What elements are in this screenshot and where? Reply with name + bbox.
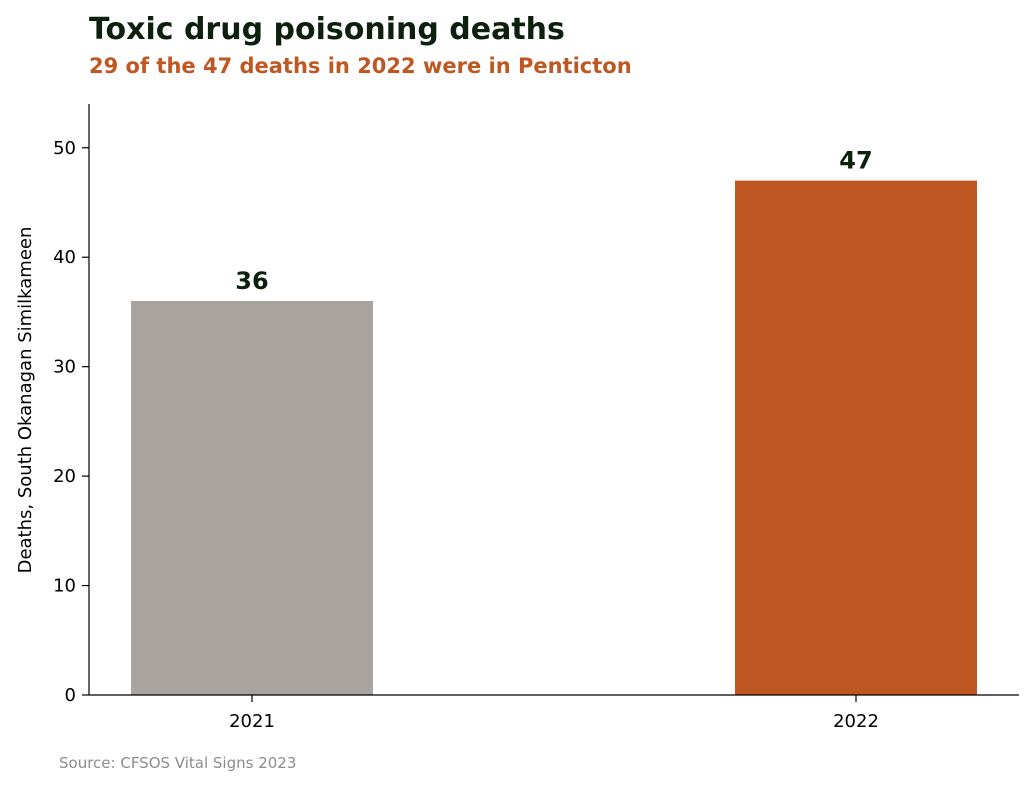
chart-title: Toxic drug poisoning deaths xyxy=(89,12,565,47)
chart-subtitle: 29 of the 47 deaths in 2022 were in Pent… xyxy=(89,54,632,78)
y-tick-label: 0 xyxy=(65,685,76,706)
y-tick-label: 20 xyxy=(53,466,76,487)
data-label-2022: 47 xyxy=(839,147,872,175)
y-tick-label: 40 xyxy=(53,247,76,268)
data-labels: 36 47 xyxy=(235,147,872,295)
y-tick-label: 30 xyxy=(53,357,76,378)
x-axis-ticks: 2021 2022 xyxy=(229,695,879,732)
x-tick-label-2021: 2021 xyxy=(229,711,275,732)
bars xyxy=(131,180,977,696)
y-axis-ticks: 0 10 20 30 40 50 xyxy=(53,138,89,706)
y-tick-label: 10 xyxy=(53,576,76,597)
y-axis-title: Deaths, South Okanagan Similkameen xyxy=(15,227,36,574)
bar-2022 xyxy=(735,180,977,696)
bar-2021 xyxy=(131,301,373,695)
data-label-2021: 36 xyxy=(235,267,268,295)
source-note: Source: CFSOS Vital Signs 2023 xyxy=(59,754,297,772)
y-tick-label: 50 xyxy=(53,138,76,159)
x-tick-label-2022: 2022 xyxy=(833,711,879,732)
